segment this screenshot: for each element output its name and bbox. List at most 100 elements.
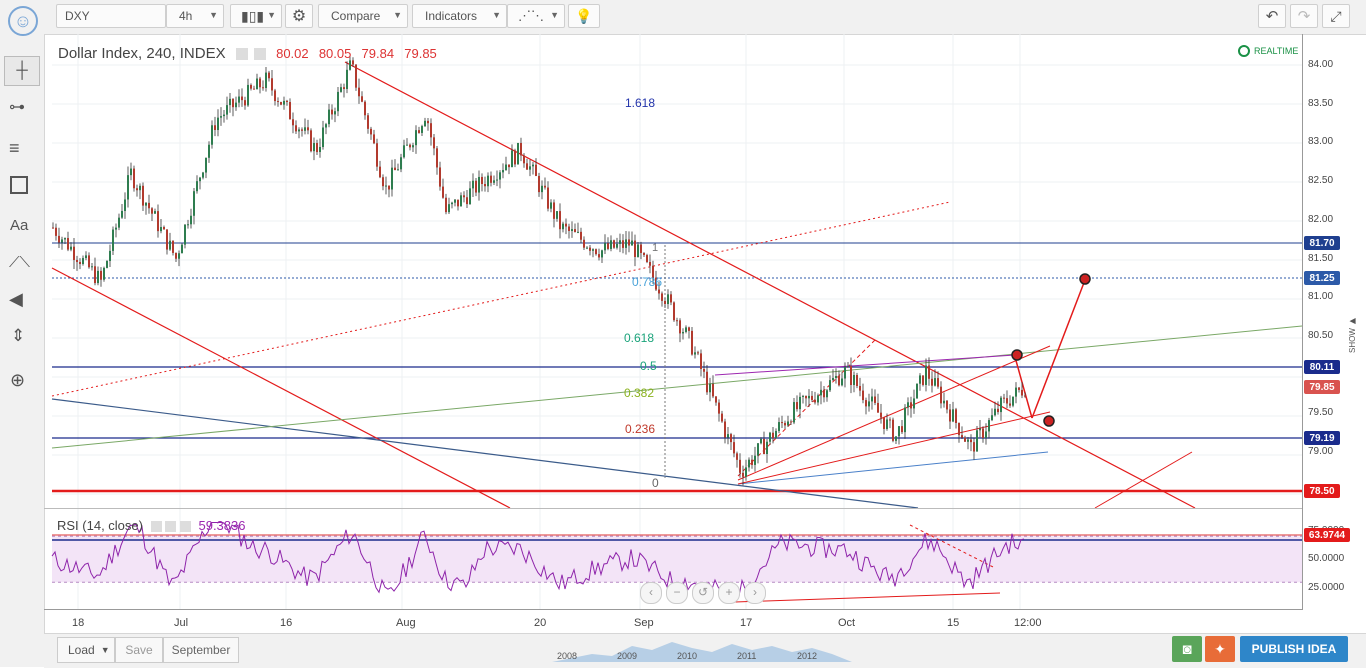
zoom-out-icon[interactable]: − <box>666 582 688 604</box>
undo-button[interactable]: ↶ <box>1258 4 1286 28</box>
fib-label-1618: 1.618 <box>625 96 656 110</box>
back-tool[interactable]: ◀ <box>9 289 23 310</box>
candle-body <box>202 172 204 178</box>
redo-button[interactable]: ↷ <box>1290 4 1318 28</box>
fullscreen-button[interactable]: ⤢ <box>1322 4 1350 28</box>
snapshot-button[interactable]: ◙ <box>1172 636 1202 662</box>
measure-tool[interactable]: ⇕ <box>11 326 25 346</box>
candle-body <box>799 396 801 410</box>
publish-idea-button[interactable]: PUBLISH IDEA <box>1240 636 1348 662</box>
candle-body <box>688 327 690 331</box>
chevron-down-icon: ▼ <box>393 10 402 20</box>
candle-body <box>550 202 552 209</box>
candle-body <box>544 185 546 188</box>
candle-body <box>943 400 945 404</box>
candle-body <box>637 244 639 258</box>
trend-line-tool[interactable]: ⊶ <box>9 97 25 117</box>
candle-body <box>916 383 918 399</box>
candle-body <box>730 434 732 443</box>
candle-body <box>718 402 720 414</box>
candle-body <box>406 144 408 146</box>
interval-select[interactable]: 4h ▼ <box>166 4 224 28</box>
candle-body <box>958 422 960 436</box>
candle-body <box>532 164 534 167</box>
measure-icon: ⇕ <box>11 326 26 345</box>
candle-body <box>856 374 858 386</box>
text-tool[interactable]: Aa <box>10 217 28 234</box>
candle-body <box>676 320 678 322</box>
candle-body <box>535 164 537 176</box>
candle-body <box>103 267 105 280</box>
close-icon[interactable] <box>179 521 191 533</box>
layout-name[interactable]: September <box>163 637 239 663</box>
realtime-badge: REALTIME <box>1238 45 1298 57</box>
candle-body <box>151 208 153 214</box>
candle-body <box>616 243 618 248</box>
candle-body <box>775 430 777 439</box>
tweet-button[interactable]: ✦ <box>1205 636 1235 662</box>
scroll-left-icon[interactable]: ‹ <box>640 582 662 604</box>
save-button[interactable]: Save <box>115 637 163 663</box>
candle-body <box>265 72 267 88</box>
drawing-toolbar <box>0 34 45 667</box>
candle-body <box>859 385 861 391</box>
reset-icon[interactable]: ↺ <box>692 582 714 604</box>
smiley-icon[interactable]: ☺ <box>8 6 38 36</box>
chart-type-select[interactable]: ▮▯▮ ▼ <box>230 4 282 28</box>
candle-body <box>142 185 144 206</box>
candle-body <box>595 249 597 255</box>
candle-body <box>967 439 969 442</box>
candle-body <box>445 197 447 213</box>
candle-body <box>148 202 150 209</box>
show-tab[interactable]: SHOW ▶ <box>1348 316 1357 354</box>
symbol-input[interactable]: DXY <box>56 4 166 28</box>
candle-body <box>1000 397 1002 413</box>
shape-tool[interactable] <box>10 176 28 194</box>
load-button[interactable]: Load ▼ <box>57 637 115 663</box>
candle-body <box>817 395 819 403</box>
candle-body <box>421 126 423 133</box>
candle-body <box>385 185 387 187</box>
candle-body <box>223 114 225 117</box>
zoom-tool[interactable]: ⊕ <box>10 370 25 391</box>
candle-body <box>727 434 729 438</box>
candle-body <box>55 227 57 236</box>
settings-button[interactable]: ⚙ <box>285 4 313 28</box>
gear-icon[interactable] <box>253 48 266 61</box>
price-axis-label: 81.50 <box>1308 252 1334 264</box>
candle-body <box>913 398 915 409</box>
candle-body <box>598 254 600 258</box>
candle-body <box>1015 387 1017 397</box>
eye-icon[interactable] <box>235 48 248 61</box>
time-scale-border <box>44 609 1302 610</box>
candle-body <box>625 239 627 248</box>
candle-body <box>604 243 606 251</box>
fib-tool[interactable]: ≡ <box>9 138 20 159</box>
candle-body <box>586 247 588 249</box>
candle-body <box>199 177 201 182</box>
history-navigator[interactable] <box>552 636 852 662</box>
price-tag: 79.19 <box>1304 431 1340 445</box>
price-axis-label: 84.00 <box>1308 59 1334 70</box>
candle-body <box>337 91 339 112</box>
gear-icon[interactable] <box>165 521 177 533</box>
compare-button[interactable]: Compare ▼ <box>318 4 408 28</box>
alert-button[interactable]: 💡 <box>568 4 600 28</box>
candle-body <box>988 420 990 432</box>
indicators-button[interactable]: Indicators ▼ <box>412 4 507 28</box>
price-tag: 80.11 <box>1304 360 1340 374</box>
eye-icon[interactable] <box>150 521 162 533</box>
crosshair-tool[interactable]: ┼ <box>4 56 40 86</box>
zoom-in-icon[interactable]: + <box>718 582 740 604</box>
candle-body <box>997 408 999 413</box>
scroll-right-icon[interactable]: › <box>744 582 766 604</box>
gear-icon: ⚙ <box>291 8 307 25</box>
candle-body <box>787 421 789 426</box>
candle-body <box>244 100 246 106</box>
templates-button[interactable]: ⋰⋱ ▼ <box>507 4 565 28</box>
pattern-tool[interactable]: ⟋⟍ <box>9 254 30 271</box>
candle-body <box>694 352 696 355</box>
candle-body <box>811 395 813 400</box>
candle-body <box>496 179 498 181</box>
